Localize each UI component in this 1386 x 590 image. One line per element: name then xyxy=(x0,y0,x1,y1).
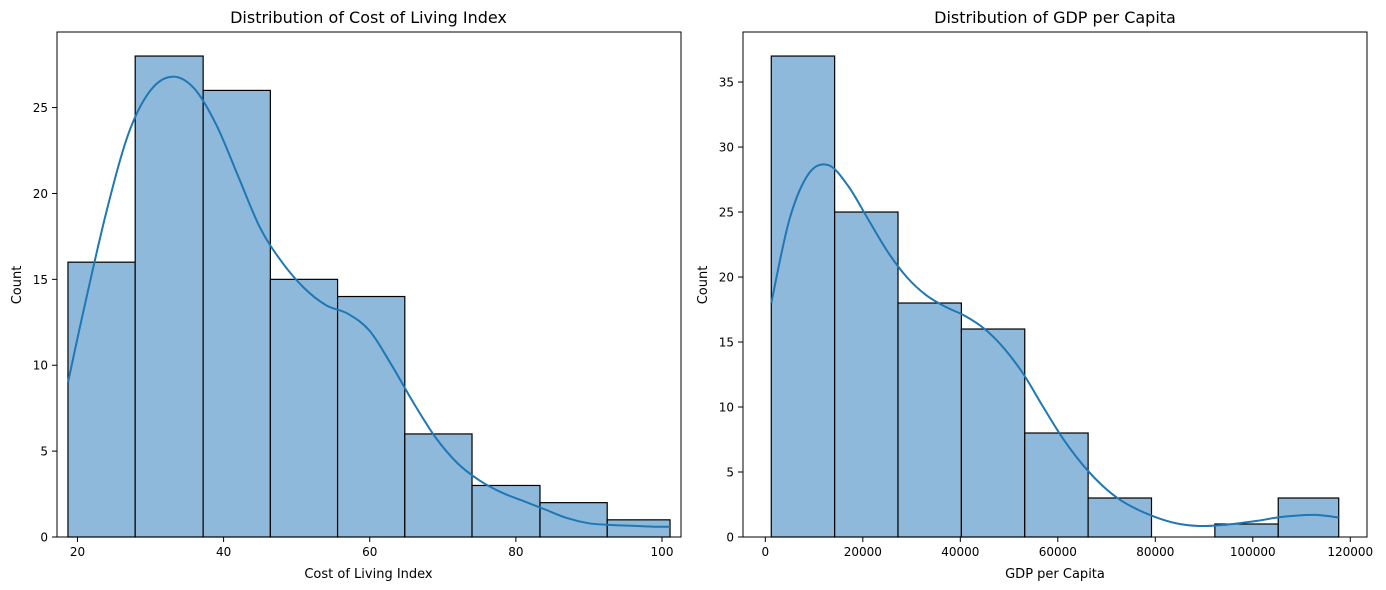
kde-line xyxy=(67,75,671,528)
x-tick-label-3: 80 xyxy=(508,545,523,559)
x-tick-label-4: 100 xyxy=(651,545,674,559)
histogram-bar-8 xyxy=(606,519,671,538)
kde-line xyxy=(770,163,1339,528)
histogram-bar-8 xyxy=(1277,497,1340,538)
y-tick-label-4: 20 xyxy=(719,271,734,285)
y-tick-label-6: 30 xyxy=(719,141,734,155)
histogram-bar-0 xyxy=(67,261,136,538)
x-tick-label-3: 60000 xyxy=(1039,545,1077,559)
histogram-bar-2 xyxy=(202,89,271,538)
y-tick-label-0: 0 xyxy=(40,531,48,545)
histogram-bar-1 xyxy=(834,211,899,538)
y-axis-label: Count xyxy=(10,266,25,305)
y-tick-label-2: 10 xyxy=(33,359,48,373)
x-tick-label-1: 20000 xyxy=(844,545,882,559)
x-tick-label-1: 40 xyxy=(216,545,231,559)
x-tick-label-0: 0 xyxy=(762,545,770,559)
y-tick-label-3: 15 xyxy=(719,336,734,350)
y-tick-label-1: 5 xyxy=(726,466,734,480)
y-tick-label-5: 25 xyxy=(719,206,734,220)
plot-frame xyxy=(742,31,1368,538)
histogram-bar-5 xyxy=(1087,497,1153,538)
x-axis-label: GDP per Capita xyxy=(1005,567,1105,582)
x-tick-label-2: 60 xyxy=(362,545,377,559)
histogram-bar-7 xyxy=(1214,523,1279,538)
x-tick-label-6: 120000 xyxy=(1327,545,1373,559)
y-tick-label-1: 5 xyxy=(40,445,48,459)
x-axis-ticks: 0 20000 40000 60000 80000 100000 120000 xyxy=(762,537,1373,559)
chart-title: Distribution of Cost of Living Index xyxy=(230,8,507,27)
y-tick-label-4: 20 xyxy=(33,187,48,201)
y-tick-label-7: 35 xyxy=(719,76,734,90)
x-axis-label: Cost of Living Index xyxy=(304,567,433,582)
histogram-bar-2 xyxy=(897,302,962,538)
bars xyxy=(770,55,1340,538)
histogram-bar-1 xyxy=(134,55,204,538)
histogram-bar-5 xyxy=(404,433,473,538)
y-axis-ticks: 0 5 10 15 20 25 30 35 xyxy=(719,76,743,545)
y-axis-ticks: 0 5 10 15 20 25 xyxy=(33,101,57,545)
kde-curve xyxy=(67,75,671,528)
x-tick-label-2: 40000 xyxy=(941,545,979,559)
x-axis-ticks: 20 40 60 80 100 xyxy=(70,537,674,559)
histogram-bar-3 xyxy=(269,278,339,538)
histogram-gdp-per-capita: Distribution of GDP per Capita 0 20000 400… xyxy=(696,8,1373,582)
chart-title: Distribution of GDP per Capita xyxy=(934,8,1176,27)
y-tick-label-5: 25 xyxy=(33,101,48,115)
x-tick-label-5: 100000 xyxy=(1230,545,1276,559)
kde-curve xyxy=(770,163,1339,528)
histogram-bar-6 xyxy=(471,484,541,538)
bars xyxy=(67,55,671,538)
histogram-bar-0 xyxy=(770,55,836,538)
y-axis-label: Count xyxy=(696,266,711,305)
x-tick-label-4: 80000 xyxy=(1136,545,1174,559)
histogram-bar-4 xyxy=(1024,432,1089,538)
histogram-cost-of-living: Distribution of Cost of Living Index 20 4… xyxy=(10,8,682,582)
x-tick-label-0: 20 xyxy=(70,545,85,559)
y-tick-label-2: 10 xyxy=(719,401,734,415)
histogram-bar-3 xyxy=(960,328,1026,538)
y-tick-label-3: 15 xyxy=(33,273,48,287)
y-tick-label-0: 0 xyxy=(726,531,734,545)
plot-frame xyxy=(56,31,682,538)
